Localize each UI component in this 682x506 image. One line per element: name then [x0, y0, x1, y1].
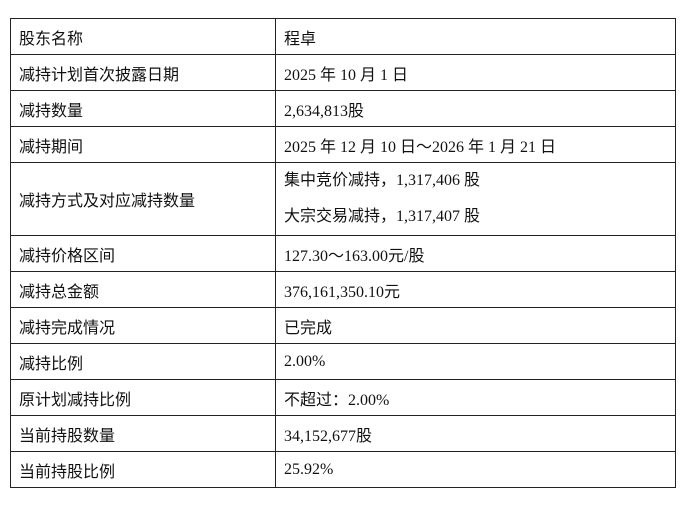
table-row: 减持价格区间 127.30～163.00元/股: [10, 235, 676, 272]
row-label: 减持价格区间: [10, 235, 276, 272]
table-row: 减持比例 2.00%: [10, 343, 676, 380]
row-value: 已完成: [275, 307, 676, 344]
table-row: 当前持股数量 34,152,677股: [10, 415, 676, 452]
row-label: 股东名称: [10, 18, 276, 55]
row-label: 减持方式及对应减持数量: [10, 162, 276, 236]
table-row: 减持期间 2025 年 12 月 10 日～2026 年 1 月 21 日: [10, 126, 676, 163]
row-label: 当前持股比例: [10, 451, 276, 488]
row-value: 376,161,350.10元: [275, 271, 676, 308]
table-row: 原计划减持比例 不超过：2.00%: [10, 379, 676, 416]
row-value: 程卓: [275, 18, 676, 55]
row-label: 减持比例: [10, 343, 276, 380]
value-line: 大宗交易减持，1,317,407 股: [284, 208, 481, 225]
row-label: 减持总金额: [10, 271, 276, 308]
table-row: 当前持股比例 25.92%: [10, 451, 676, 488]
row-value: 127.30～163.00元/股: [275, 235, 676, 272]
table-row: 减持计划首次披露日期 2025 年 10 月 1 日: [10, 54, 676, 91]
table-row: 减持总金额 376,161,350.10元: [10, 271, 676, 308]
share-reduction-table: 股东名称 程卓 减持计划首次披露日期 2025 年 10 月 1 日 减持数量 2,6…: [10, 18, 676, 488]
row-label: 当前持股数量: [10, 415, 276, 452]
row-value: 2.00%: [275, 343, 676, 380]
table-row: 减持数量 2,634,813股: [10, 90, 676, 127]
table-row: 减持方式及对应减持数量 集中竞价减持，1,317,406 股大宗交易减持，1,31…: [10, 162, 676, 236]
row-value: 集中竞价减持，1,317,406 股大宗交易减持，1,317,407 股: [275, 162, 676, 236]
value-line: 集中竞价减持，1,317,406 股: [284, 172, 481, 189]
row-value: 2025 年 10 月 1 日: [275, 54, 676, 91]
row-label: 原计划减持比例: [10, 379, 276, 416]
row-value: 25.92%: [275, 451, 676, 488]
row-label: 减持期间: [10, 126, 276, 163]
row-label: 减持计划首次披露日期: [10, 54, 276, 91]
row-label: 减持完成情况: [10, 307, 276, 344]
row-value: 34,152,677股: [275, 415, 676, 452]
row-value: 2,634,813股: [275, 90, 676, 127]
row-value: 不超过：2.00%: [275, 379, 676, 416]
table-row: 股东名称 程卓: [10, 18, 676, 55]
row-label: 减持数量: [10, 90, 276, 127]
row-value: 2025 年 12 月 10 日～2026 年 1 月 21 日: [275, 126, 676, 163]
table-row: 减持完成情况 已完成: [10, 307, 676, 344]
